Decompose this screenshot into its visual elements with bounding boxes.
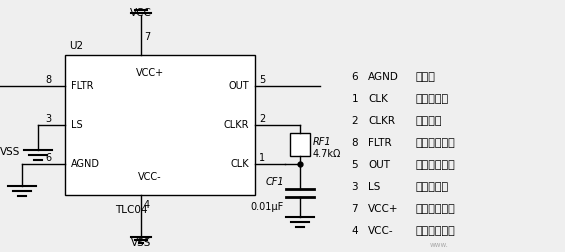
Text: AGND: AGND xyxy=(71,159,100,169)
Text: LS: LS xyxy=(368,182,380,192)
Text: 正电源输入端: 正电源输入端 xyxy=(415,204,455,214)
Text: 6: 6 xyxy=(351,72,358,82)
Text: VCC+: VCC+ xyxy=(368,204,398,214)
Text: CF1: CF1 xyxy=(266,177,284,187)
Text: 3: 3 xyxy=(45,114,51,124)
Bar xyxy=(65,55,255,195)
Text: 5: 5 xyxy=(351,160,358,170)
Text: www.: www. xyxy=(430,242,449,248)
Text: 时钟输入端: 时钟输入端 xyxy=(415,94,448,104)
Text: VCC: VCC xyxy=(130,8,152,18)
Text: 2: 2 xyxy=(259,114,265,124)
Text: 3: 3 xyxy=(351,182,358,192)
Text: OUT: OUT xyxy=(228,81,249,91)
Text: 滤波器输入端: 滤波器输入端 xyxy=(415,138,455,148)
Text: 7: 7 xyxy=(351,204,358,214)
Text: VSS: VSS xyxy=(0,147,20,157)
Text: AGND: AGND xyxy=(368,72,399,82)
Bar xyxy=(290,133,310,156)
Text: LS: LS xyxy=(71,120,82,130)
Text: CLK: CLK xyxy=(231,159,249,169)
Text: CLKR: CLKR xyxy=(224,120,249,130)
Text: 模拟地: 模拟地 xyxy=(415,72,435,82)
Text: VCC-: VCC- xyxy=(368,226,394,236)
Text: 6: 6 xyxy=(45,153,51,163)
Text: 1: 1 xyxy=(351,94,358,104)
Text: CLK: CLK xyxy=(368,94,388,104)
Text: 8: 8 xyxy=(45,75,51,85)
Text: OUT: OUT xyxy=(368,160,390,170)
Text: 时钟电阻: 时钟电阻 xyxy=(415,116,441,126)
Text: 电平移动端: 电平移动端 xyxy=(415,182,448,192)
Text: U2: U2 xyxy=(69,41,83,51)
Text: 4: 4 xyxy=(144,200,150,210)
Text: TLC04: TLC04 xyxy=(115,205,148,215)
Text: 4.7kΩ: 4.7kΩ xyxy=(313,149,341,159)
Text: VCC-: VCC- xyxy=(138,172,162,182)
Text: 7: 7 xyxy=(144,32,150,42)
Text: FLTR: FLTR xyxy=(71,81,93,91)
Text: 8: 8 xyxy=(351,138,358,148)
Text: FLTR: FLTR xyxy=(368,138,392,148)
Text: 负电源输入端: 负电源输入端 xyxy=(415,226,455,236)
Text: 0.01μF: 0.01μF xyxy=(251,202,284,212)
Text: RF1: RF1 xyxy=(313,137,332,147)
Text: 滤波器输出端: 滤波器输出端 xyxy=(415,160,455,170)
Text: CLKR: CLKR xyxy=(368,116,395,126)
Text: 1: 1 xyxy=(259,153,265,163)
Text: 5: 5 xyxy=(259,75,265,85)
Text: 2: 2 xyxy=(351,116,358,126)
Text: 4: 4 xyxy=(351,226,358,236)
Text: VSS: VSS xyxy=(131,238,151,248)
Text: VCC+: VCC+ xyxy=(136,68,164,78)
